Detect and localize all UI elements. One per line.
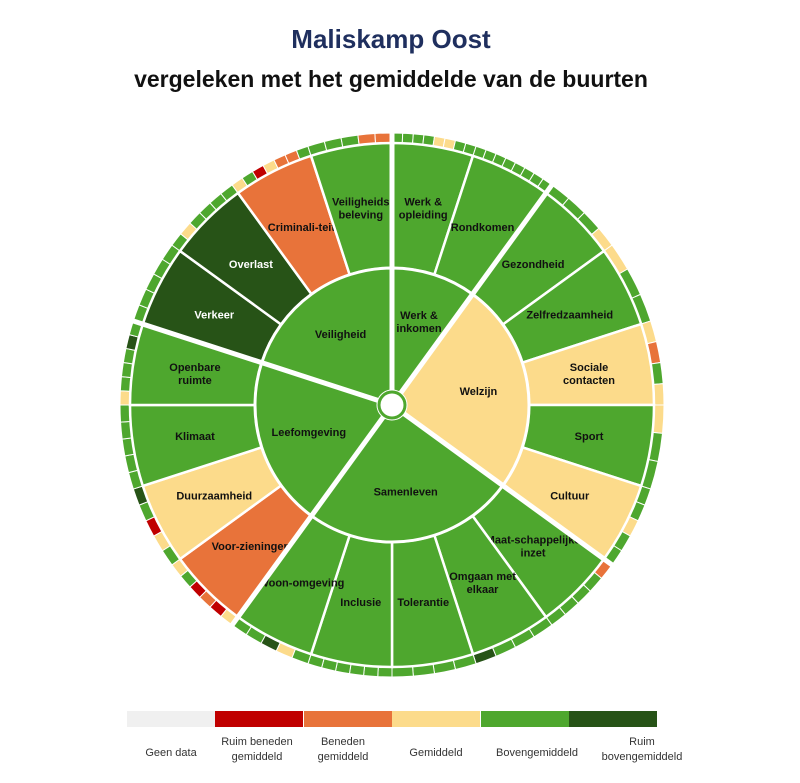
legend-swatch-ruim-beneden xyxy=(215,711,303,727)
page-title: Maliskamp Oost xyxy=(291,24,491,54)
onderwerp-label-omgaan-met-elkaar: Omgaan met elkaar xyxy=(449,571,516,596)
onderwerp-label-sociale-contacten: Sociale contacten xyxy=(563,362,615,387)
onderwerp-label-criminali-teit: Criminali-teit xyxy=(268,222,336,234)
onderwerp-label-sport: Sport xyxy=(575,431,604,443)
onderwerp-label-verkeer: Verkeer xyxy=(194,309,234,321)
onderwerp-label-woon-omgeving: Woon-omgeving xyxy=(258,578,344,590)
onderwerp-label-duurzaamheid: Duurzaamheid xyxy=(176,490,252,502)
onderwerp-label-maat-schappelijke-inzet: Maat-schappelijke inzet xyxy=(486,534,581,559)
legend-swatch-gemiddeld xyxy=(392,711,480,727)
thema-separator xyxy=(401,411,616,569)
thema-label-werk-inkomen: Werk & inkomen xyxy=(396,310,442,335)
thema-separator xyxy=(130,317,380,404)
legend-swatch-boven xyxy=(481,711,569,727)
legend-label-ruim-beneden: Ruim beneden gemiddeld xyxy=(221,736,293,763)
onderwerp-label-overlast: Overlast xyxy=(229,259,273,271)
onderwerp-label-voor-zieningen: Voor-zieningen xyxy=(212,541,291,553)
legend-label-gemiddeld: Gemiddeld xyxy=(409,747,463,759)
onderwerp-label-rondkomen: Rondkomen xyxy=(451,222,515,234)
thema-label-veiligheid: Veiligheid xyxy=(315,329,366,341)
onderwerp-label-cultuur: Cultuur xyxy=(550,490,590,502)
onderwerp-label-veiligheids-beleving: Veiligheids beleving xyxy=(332,196,389,221)
onderwerp-label-tolerantie: Tolerantie xyxy=(397,597,449,609)
legend-label-geen-data: Geen data xyxy=(145,747,197,759)
onderwerp-label-werk-opleiding: Werk & opleiding xyxy=(399,196,448,221)
legend-swatch-geen-data xyxy=(127,711,215,727)
page-subtitle: vergeleken met het gemiddelde van de buu… xyxy=(134,66,648,92)
onderwerp-label-klimaat: Klimaat xyxy=(175,431,215,443)
onderwerp-label-zelfredzaamheid: Zelfredzaamheid xyxy=(526,309,613,321)
legend-label-boven: Bovengemiddeld xyxy=(496,747,578,759)
legend-swatch-beneden xyxy=(304,711,392,727)
legend-label-beneden: Beneden gemiddeld xyxy=(317,736,369,763)
legend-label-ruim-boven: Ruim bovengemiddeld xyxy=(601,736,683,763)
thema-separator xyxy=(398,181,556,396)
center-circle xyxy=(377,390,407,420)
thema-label-leefomgeving: Leefomgeving xyxy=(271,427,346,439)
onderwerp-label-inclusie: Inclusie xyxy=(340,597,381,609)
thema-label-samenleven: Samenleven xyxy=(374,486,438,498)
onderwerp-label-openbare-ruimte: Openbare ruimte xyxy=(169,362,220,387)
onderwerp-label-gezondheid: Gezondheid xyxy=(502,259,565,271)
thema-separator xyxy=(228,414,386,629)
legend-swatch-ruim-boven xyxy=(569,711,657,727)
thema-label-welzijn: Welzijn xyxy=(460,386,498,398)
